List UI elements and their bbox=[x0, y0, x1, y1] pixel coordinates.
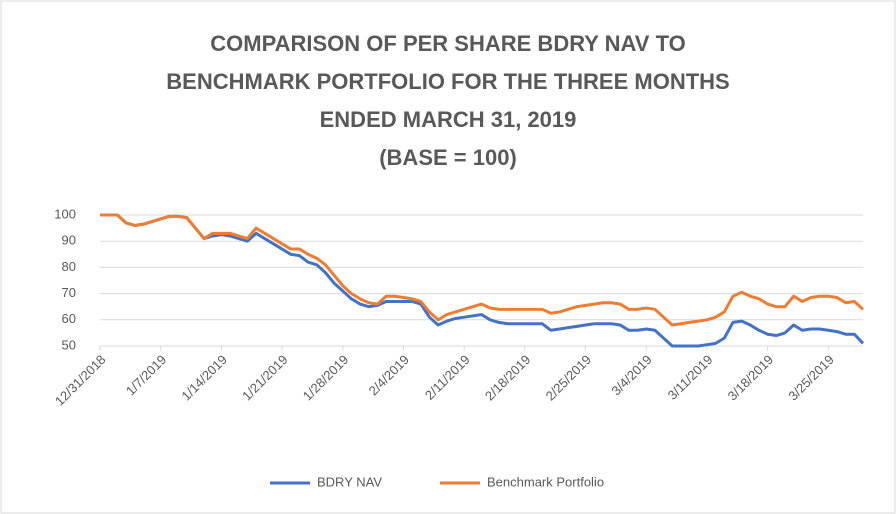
y-tick-label: 60 bbox=[62, 311, 76, 326]
y-tick-label: 80 bbox=[62, 259, 76, 274]
legend-label: BDRY NAV bbox=[317, 474, 382, 489]
y-tick-label: 70 bbox=[62, 285, 76, 300]
chart-title: ENDED MARCH 31, 2019 bbox=[320, 107, 577, 132]
chart-title: BENCHMARK PORTFOLIO FOR THE THREE MONTHS bbox=[166, 69, 729, 94]
legend-label: Benchmark Portfolio bbox=[487, 474, 604, 489]
y-tick-label: 100 bbox=[54, 206, 76, 221]
chart-title: (BASE = 100) bbox=[379, 145, 517, 170]
data-line bbox=[100, 213, 865, 327]
y-tick-label: 50 bbox=[62, 337, 76, 352]
chart-title: COMPARISON OF PER SHARE BDRY NAV TO bbox=[210, 31, 686, 56]
data-line bbox=[100, 213, 865, 348]
y-tick-label: 90 bbox=[62, 233, 76, 248]
